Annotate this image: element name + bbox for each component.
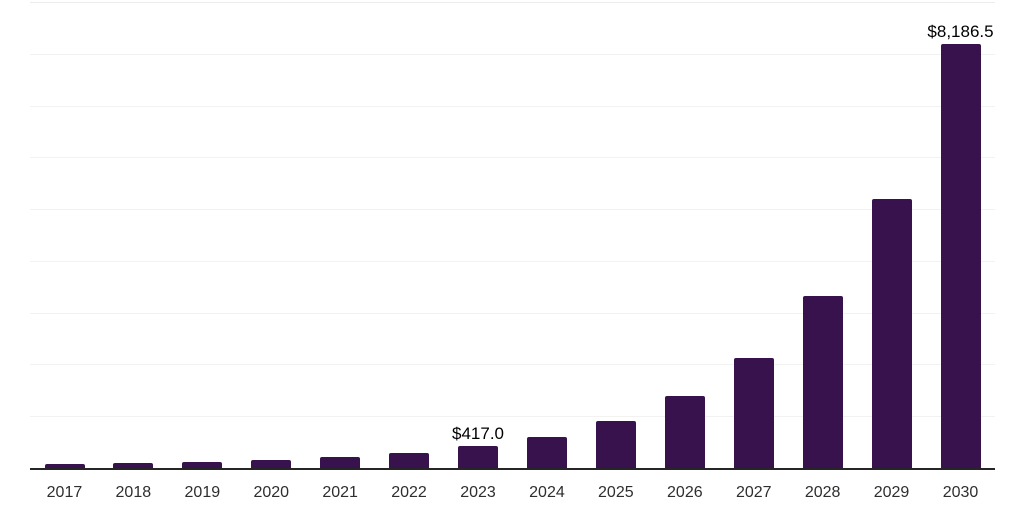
bar-2021	[320, 456, 361, 468]
bar-2017	[44, 464, 85, 468]
gridline-2000	[30, 364, 995, 366]
x-tick-2030: 2030	[942, 484, 979, 501]
bar-2020	[251, 460, 292, 468]
bar-2026	[664, 396, 705, 468]
bar-2019	[182, 461, 223, 468]
gridline-1000	[30, 416, 995, 418]
x-tick-2026: 2026	[667, 484, 703, 501]
value-label-2030: $8,186.5	[927, 22, 994, 42]
bar-2028	[802, 295, 843, 468]
x-tick-2023: 2023	[460, 484, 496, 501]
x-tick-2020: 2020	[253, 484, 290, 501]
x-tick-2018: 2018	[115, 484, 152, 501]
gridline-5000	[30, 209, 995, 211]
x-tick-2017: 2017	[46, 484, 83, 501]
x-tick-2025: 2025	[598, 484, 634, 501]
bar-2018	[113, 463, 154, 468]
x-tick-2019: 2019	[184, 484, 221, 501]
gridline-4000	[30, 260, 995, 262]
x-tick-2028: 2028	[804, 484, 841, 501]
bar-2029	[871, 199, 912, 468]
gridline-9000	[30, 2, 995, 3]
gridline-8000	[30, 53, 995, 55]
bar-2022	[389, 453, 430, 468]
x-tick-2021: 2021	[322, 484, 358, 501]
gridline-6000	[30, 157, 995, 159]
bar-2027	[733, 357, 774, 468]
value-label-2023: $417.0	[452, 424, 504, 444]
bar-2030	[940, 44, 981, 468]
x-axis-line	[30, 468, 995, 470]
x-tick-2027: 2027	[735, 484, 772, 501]
gridline-3000	[30, 312, 995, 314]
x-tick-2022: 2022	[391, 484, 427, 501]
bar-2023	[458, 446, 498, 468]
x-tick-2024: 2024	[529, 484, 565, 501]
gridline-7000	[30, 105, 995, 107]
bar-2024	[527, 437, 567, 468]
x-tick-2029: 2029	[873, 484, 910, 501]
bar-2025	[595, 421, 636, 468]
